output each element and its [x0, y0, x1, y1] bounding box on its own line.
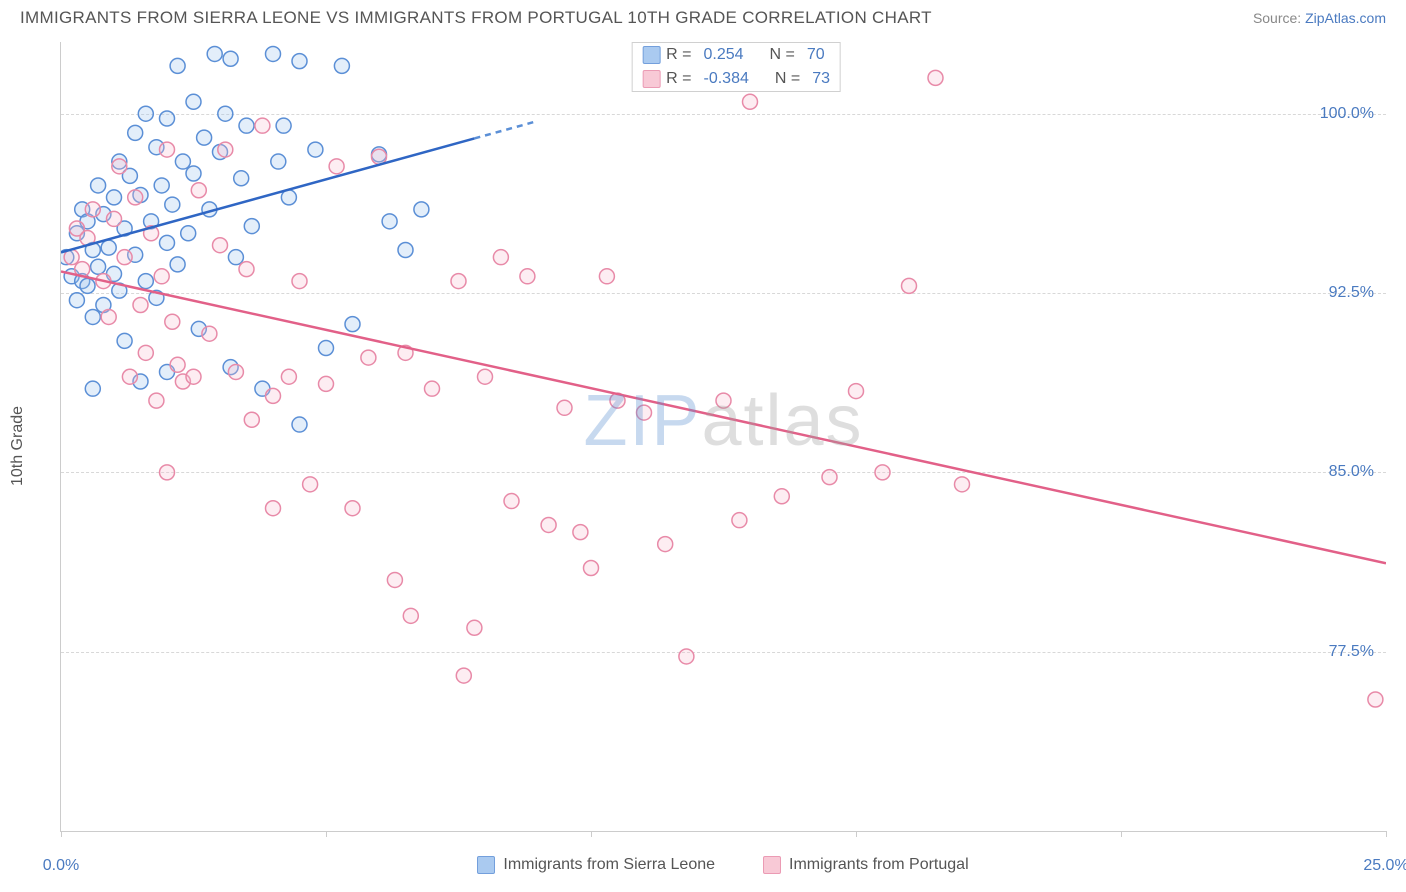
r-label: R =: [666, 70, 691, 88]
chart-title: IMMIGRANTS FROM SIERRA LEONE VS IMMIGRAN…: [20, 8, 932, 28]
n-label: N =: [770, 46, 795, 64]
source-credit: Source: ZipAtlas.com: [1253, 10, 1386, 26]
correlation-legend-row: R = 0.254 N = 70: [632, 43, 840, 67]
x-tick: [326, 831, 327, 837]
regression-layer: [61, 42, 1386, 831]
header: IMMIGRANTS FROM SIERRA LEONE VS IMMIGRAN…: [0, 0, 1406, 32]
series-legend: Immigrants from Sierra Leone Immigrants f…: [60, 856, 1386, 874]
legend-item: Immigrants from Sierra Leone: [477, 856, 715, 874]
n-value: 70: [801, 46, 825, 64]
plot-area: ZIPatlas R =0.254N =70R =-0.384N =73 77.…: [60, 42, 1386, 832]
source-label: Source:: [1253, 10, 1301, 26]
x-tick: [61, 831, 62, 837]
correlation-legend-row: R = -0.384 N = 73: [632, 67, 840, 91]
legend-swatch: [642, 70, 660, 88]
x-tick: [1386, 831, 1387, 837]
legend-swatch: [642, 46, 660, 64]
source-name: ZipAtlas.com: [1305, 10, 1386, 26]
n-label: N =: [775, 70, 800, 88]
correlation-legend: R =0.254N =70R =-0.384N =73: [631, 42, 841, 92]
r-label: R =: [666, 46, 691, 64]
legend-swatch: [763, 856, 781, 874]
regression-line: [61, 272, 1386, 564]
r-value: -0.384: [698, 70, 749, 88]
y-axis-title: 10th Grade: [9, 406, 27, 486]
x-tick: [856, 831, 857, 837]
x-tick: [591, 831, 592, 837]
legend-label: Immigrants from Sierra Leone: [503, 856, 715, 874]
legend-swatch: [477, 856, 495, 874]
regression-line: [61, 138, 474, 252]
regression-line-dashed: [474, 121, 538, 139]
x-tick: [1121, 831, 1122, 837]
n-value: 73: [806, 70, 830, 88]
chart-area: ZIPatlas R =0.254N =70R =-0.384N =73 77.…: [60, 42, 1386, 832]
r-value: 0.254: [698, 46, 744, 64]
legend-label: Immigrants from Portugal: [789, 856, 969, 874]
legend-item: Immigrants from Portugal: [763, 856, 969, 874]
